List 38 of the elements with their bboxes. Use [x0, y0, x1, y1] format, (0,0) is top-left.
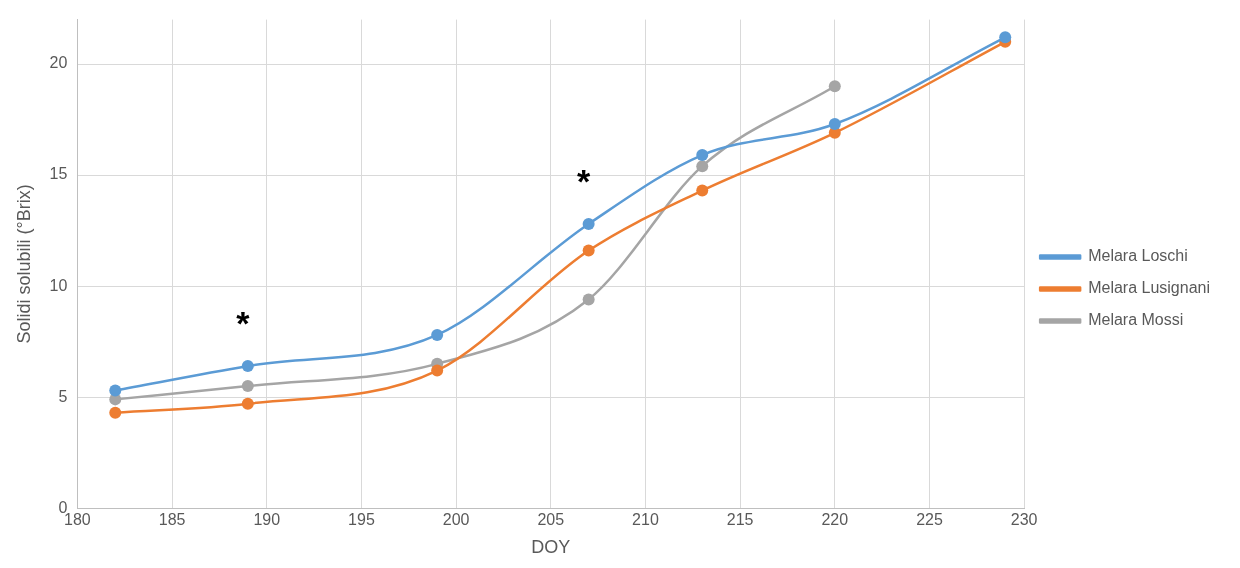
x-tick-label: 180: [64, 511, 91, 529]
point: [582, 244, 595, 257]
x-axis-title: DOY: [531, 537, 571, 558]
point: [696, 160, 709, 173]
point: [582, 293, 595, 306]
annotation: *: [236, 304, 251, 343]
legend-label: Melara Mossi: [1088, 311, 1184, 329]
point: [582, 217, 595, 230]
y-tick-label: 5: [58, 387, 68, 405]
legend-label: Melara Lusignani: [1088, 279, 1211, 297]
y-tick-label: 10: [49, 276, 68, 294]
legend-label: Melara Loschi: [1088, 247, 1188, 265]
point: [828, 117, 841, 130]
point: [696, 149, 709, 162]
x-tick-label: 195: [348, 511, 375, 529]
point: [999, 31, 1012, 44]
x-tick-label: 190: [253, 511, 281, 529]
point: [109, 384, 122, 397]
x-tick-label: 205: [537, 511, 565, 529]
y-tick-label: 20: [49, 54, 68, 72]
x-tick-label: 210: [632, 511, 659, 529]
x-tick-label: 220: [821, 511, 849, 529]
y-tick-label: 15: [49, 165, 68, 183]
point: [241, 380, 254, 393]
point: [241, 360, 254, 373]
point: [431, 328, 444, 341]
point: [241, 397, 254, 410]
annotation: *: [577, 162, 592, 201]
point: [828, 80, 841, 93]
point: [696, 184, 709, 197]
x-tick-label: 185: [158, 511, 186, 529]
x-tick-label: 225: [916, 511, 943, 529]
point: [431, 364, 444, 377]
x-tick-label: 215: [726, 511, 754, 529]
y-axis-title: Solidi solubili (°Brix): [13, 184, 34, 344]
point: [109, 406, 122, 419]
x-tick-label: 230: [1010, 511, 1038, 529]
x-tick-label: 200: [442, 511, 470, 529]
